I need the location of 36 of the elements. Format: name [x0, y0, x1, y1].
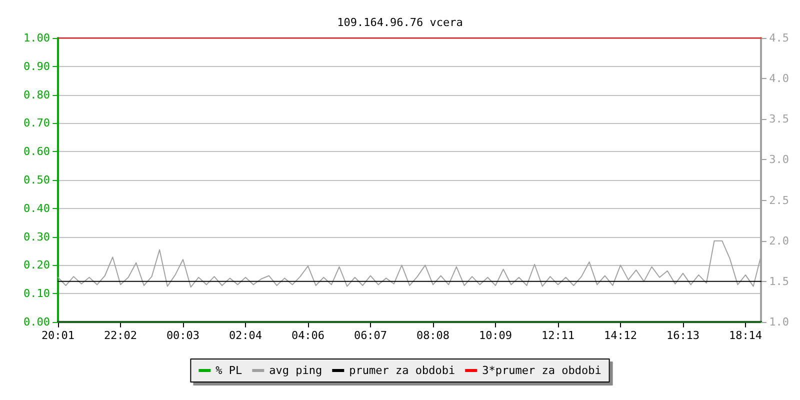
legend-label: avg ping — [269, 364, 322, 377]
y2-tick-label: 4.0 — [769, 72, 790, 86]
x-tick-label: 00:03 — [166, 329, 200, 342]
x-tick-label: 14:12 — [604, 329, 638, 342]
chart-title: 109.164.96.76 vcera — [337, 16, 463, 29]
y2-tick-label: 3.0 — [769, 153, 790, 166]
y-tick-label: 0.90 — [24, 60, 50, 73]
legend-label: 3*prumer za obdobi — [482, 364, 602, 377]
x-tick-label: 06:07 — [354, 329, 388, 342]
y-tick-label: 0.20 — [24, 258, 50, 272]
x-tick-label: 20:01 — [41, 329, 75, 342]
x-tick-label: 18:14 — [728, 329, 762, 342]
legend-label: prumer za obdobi — [349, 364, 456, 377]
y2-tick-label: 3.5 — [769, 112, 790, 126]
y-tick-label: 1.00 — [24, 32, 50, 44]
x-tick-label: 22:02 — [104, 329, 138, 342]
x-tick-label: 12:11 — [541, 329, 575, 342]
x-tick-label: 16:13 — [666, 329, 700, 342]
y2-tick-label: 2.0 — [769, 234, 790, 248]
y-tick-label: 0.70 — [24, 116, 50, 130]
y-tick-label: 0.10 — [24, 287, 50, 300]
y-tick-label: 0.60 — [24, 145, 50, 158]
legend-label: % PL — [216, 364, 243, 377]
x-tick-label: 08:08 — [416, 329, 450, 342]
y2-tick-label: 4.5 — [769, 32, 790, 44]
y-tick-label: 0.50 — [24, 174, 50, 186]
x-tick-label: 02:04 — [228, 329, 262, 342]
y-tick-label: 0.30 — [24, 230, 50, 244]
y2-tick-label: 1.5 — [769, 274, 790, 288]
y-tick-label: 0.00 — [24, 316, 50, 328]
y2-tick-label: 2.5 — [769, 194, 790, 207]
x-tick-label: 10:09 — [478, 329, 512, 342]
y-tick-label: 0.40 — [24, 202, 50, 215]
y-tick-label: 0.80 — [24, 88, 50, 102]
x-tick-label: 04:06 — [291, 329, 325, 342]
y2-tick-label: 1.0 — [769, 316, 790, 328]
